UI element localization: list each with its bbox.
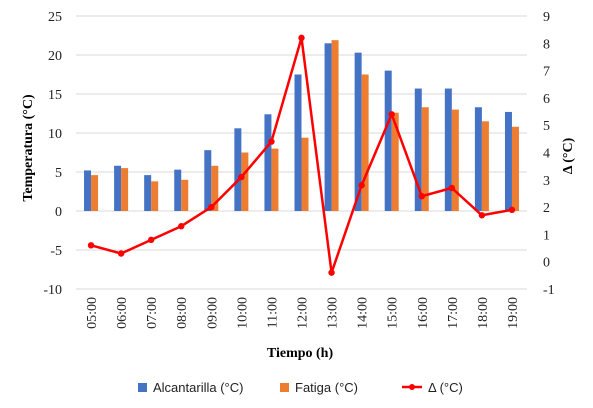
right-tick-label: 1	[543, 228, 550, 243]
bar-series	[84, 40, 519, 212]
right-tick-label: 8	[543, 37, 550, 52]
delta-point	[238, 173, 245, 181]
right-tick-label: 5	[543, 119, 550, 134]
legend-label-fatiga: Fatiga (°C)	[295, 380, 358, 395]
bar-alcantarilla	[444, 88, 452, 211]
delta-point	[208, 203, 215, 211]
delta-point	[178, 223, 185, 230]
bar-fatiga	[151, 181, 159, 211]
right-tick-label: -1	[543, 283, 555, 298]
legend-label-alcantarilla: Alcantarilla (°C)	[153, 380, 243, 395]
bar-fatiga	[331, 40, 339, 212]
x-tick-label: 14:00	[356, 297, 371, 329]
delta-point	[358, 182, 365, 189]
x-tick-label: 05:00	[85, 297, 100, 329]
right-tick-label: 9	[543, 10, 550, 25]
x-tick-label: 06:00	[115, 297, 130, 329]
bar-alcantarilla	[294, 74, 302, 211]
bar-fatiga	[121, 168, 129, 211]
bar-fatiga	[181, 179, 189, 211]
delta-point	[418, 192, 425, 200]
x-tick-label: 09:00	[205, 297, 220, 329]
legend-swatch-delta-marker	[409, 384, 415, 390]
legend-swatch-alcantarilla	[138, 383, 147, 392]
bar-alcantarilla	[384, 70, 392, 211]
bar-alcantarilla	[414, 88, 422, 211]
left-axis-ticks: -10 -5 0 5 10 15 20 25	[43, 10, 62, 298]
left-tick-label: -10	[43, 283, 62, 298]
legend-item-fatiga: Fatiga (°C)	[280, 380, 358, 395]
right-tick-label: 7	[543, 65, 550, 80]
delta-point	[508, 206, 516, 214]
left-tick-label: 5	[55, 166, 62, 181]
right-axis-ticks: -1 0 1 2 3 4 5 6 7 8 9	[543, 10, 555, 298]
right-tick-label: 6	[543, 92, 550, 107]
y-axis-title: Temperatura (°C)	[21, 94, 36, 202]
bar-fatiga	[211, 165, 219, 211]
left-tick-label: 20	[48, 49, 62, 64]
x-tick-label: 11:00	[265, 297, 280, 328]
bar-fatiga	[91, 175, 99, 211]
bar-alcantarilla	[204, 150, 212, 211]
left-tick-label: 15	[48, 88, 62, 103]
bar-alcantarilla	[474, 107, 482, 211]
legend-item-alcantarilla: Alcantarilla (°C)	[138, 380, 243, 395]
bar-alcantarilla	[174, 169, 182, 211]
delta-point	[298, 34, 305, 42]
right-tick-label: 2	[543, 201, 550, 216]
left-tick-label: 25	[48, 10, 62, 25]
bar-alcantarilla	[234, 128, 242, 211]
bar-fatiga	[271, 148, 279, 211]
x-tick-label: 18:00	[476, 297, 491, 329]
x-axis-ticks: 05:00 06:00 07:00 08:00 09:00 10:00 11:00 12:00…	[85, 297, 521, 329]
bar-alcantarilla	[324, 43, 332, 211]
x-tick-label: 13:00	[326, 297, 341, 329]
bar-fatiga	[451, 109, 459, 211]
left-tick-label: 10	[48, 127, 62, 142]
bar-fatiga	[301, 137, 309, 211]
x-tick-label: 08:00	[175, 297, 190, 329]
x-tick-label: 12:00	[296, 297, 311, 329]
x-tick-label: 07:00	[145, 297, 160, 329]
bar-fatiga	[241, 152, 249, 211]
bar-fatiga	[421, 107, 429, 211]
delta-point	[388, 111, 395, 118]
delta-point	[147, 236, 155, 244]
left-tick-label: 0	[55, 205, 62, 220]
legend-label-delta: Δ (°C)	[428, 380, 463, 395]
delta-point	[87, 242, 95, 249]
right-tick-label: 3	[543, 174, 550, 189]
bar-alcantarilla	[144, 175, 152, 211]
bar-fatiga	[391, 112, 399, 211]
bar-fatiga	[361, 74, 369, 211]
x-tick-label: 15:00	[386, 297, 401, 329]
delta-point	[117, 250, 125, 257]
bar-alcantarilla	[504, 111, 512, 211]
left-tick-label: -5	[50, 244, 62, 259]
legend-item-delta: Δ (°C)	[402, 380, 463, 395]
bar-alcantarilla	[354, 52, 362, 211]
delta-line-series	[87, 34, 516, 276]
bar-alcantarilla	[84, 170, 92, 211]
y2-axis-title: Δ (°C)	[561, 137, 576, 174]
x-tick-label: 17:00	[446, 297, 461, 329]
x-axis-title: Tiempo (h)	[267, 346, 334, 361]
delta-point	[328, 269, 335, 276]
x-tick-label: 10:00	[235, 297, 250, 329]
bar-fatiga	[511, 126, 519, 211]
legend-swatch-fatiga	[280, 383, 289, 392]
bar-alcantarilla	[114, 165, 122, 211]
delta-point	[478, 212, 486, 219]
bar-fatiga	[481, 121, 489, 211]
right-tick-label: 4	[543, 147, 550, 162]
bar-alcantarilla	[264, 114, 272, 211]
x-tick-label: 19:00	[506, 297, 521, 329]
delta-point	[448, 184, 456, 192]
x-tick-label: 16:00	[416, 297, 431, 329]
right-tick-label: 0	[543, 256, 550, 271]
delta-point	[268, 138, 275, 145]
legend: Alcantarilla (°C) Fatiga (°C) Δ (°C)	[138, 380, 463, 395]
